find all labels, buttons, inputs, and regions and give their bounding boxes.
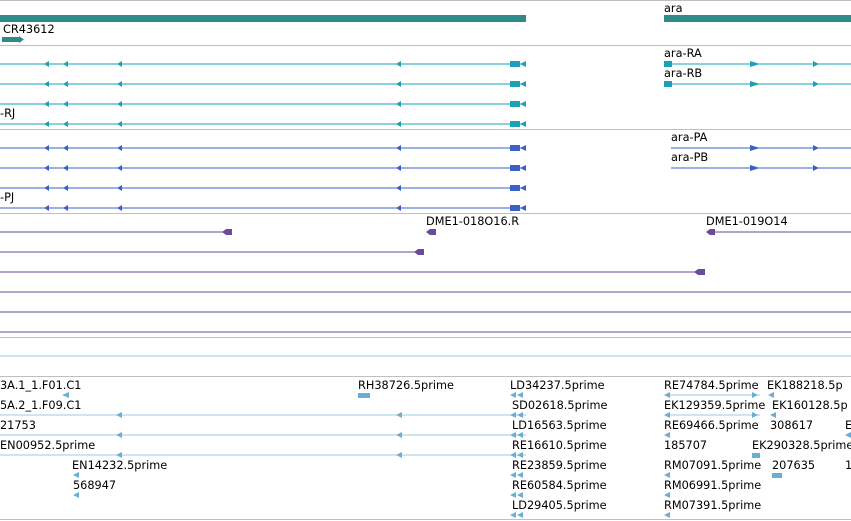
transcript-label[interactable]: ara-RB: [664, 67, 703, 80]
gene-label[interactable]: CR43612: [3, 23, 55, 36]
est-label[interactable]: RM06991.5prime: [664, 479, 762, 492]
est-row[interactable]: [0, 414, 526, 456]
est-label[interactable]: EK160128.5p: [772, 399, 848, 412]
est-label[interactable]: RE74784.5prime: [664, 379, 759, 392]
track-divider: [0, 45, 851, 46]
est-label[interactable]: EN14232.5prime: [72, 459, 168, 472]
transcript-label[interactable]: -RJ: [0, 107, 16, 120]
track-divider: [0, 129, 851, 130]
est-label[interactable]: LD16563.5prime: [512, 419, 607, 432]
est-label[interactable]: RE69466.5prime: [664, 419, 759, 432]
transcript-label[interactable]: ara-RA: [664, 47, 702, 60]
est-label[interactable]: RE60584.5prime: [512, 479, 607, 492]
transcript-row[interactable]: [0, 63, 851, 125]
est-label[interactable]: 1: [845, 459, 851, 472]
protein-row[interactable]: [0, 147, 851, 209]
est-label[interactable]: RH38726.5prime: [358, 379, 454, 392]
est-label[interactable]: RE23859.5prime: [512, 459, 607, 472]
track-divider: [0, 0, 851, 1]
est-label[interactable]: 5A.2_1.F09.C1: [0, 399, 82, 412]
est-label[interactable]: RM07391.5prime: [664, 499, 762, 512]
protein-segments: [44, 145, 819, 211]
gene-bar-ara[interactable]: [664, 15, 851, 22]
track-divider: [0, 519, 851, 520]
probe-row[interactable]: [0, 231, 851, 333]
est-label[interactable]: LD29405.5prime: [512, 499, 607, 512]
est-label[interactable]: 21753: [0, 419, 36, 432]
arrow-right-icon: [19, 36, 24, 43]
track-divider: [0, 213, 851, 214]
est-label[interactable]: EN00952.5prime: [0, 439, 96, 452]
est-label[interactable]: 207635: [772, 459, 816, 472]
est-label[interactable]: EK188218.5p: [767, 379, 843, 392]
est-label[interactable]: E: [845, 419, 851, 432]
est-label[interactable]: 568947: [73, 479, 117, 492]
est-arrows: [62, 392, 851, 518]
track-divider: [0, 376, 851, 377]
est-label[interactable]: RE16610.5prime: [512, 439, 607, 452]
probe-ends: [222, 229, 715, 275]
est-label[interactable]: EK290328.5prime: [752, 439, 851, 452]
track-divider: [0, 337, 851, 338]
est-label[interactable]: 3A.1_1.F01.C1: [0, 379, 82, 392]
protein-label[interactable]: ara-PB: [671, 151, 709, 164]
gene-label[interactable]: ara: [664, 2, 683, 15]
protein-label[interactable]: ara-PA: [671, 131, 708, 144]
est-label[interactable]: 308617: [770, 419, 814, 432]
est-label[interactable]: LD34237.5prime: [510, 379, 605, 392]
est-label[interactable]: RM07091.5prime: [664, 459, 762, 472]
gene-bar-cr43612[interactable]: [2, 37, 19, 42]
est-label[interactable]: EK129359.5prime: [664, 399, 766, 412]
probe-label[interactable]: DME1-019O14: [706, 215, 788, 228]
transcript-exons: [44, 61, 819, 127]
protein-label[interactable]: -PJ: [0, 191, 15, 204]
est-label[interactable]: SD02618.5prime: [512, 399, 608, 412]
est-label[interactable]: 185707: [664, 439, 708, 452]
probe-label[interactable]: DME1-018O16.R: [426, 215, 520, 228]
gene-bar-left[interactable]: [0, 15, 526, 22]
